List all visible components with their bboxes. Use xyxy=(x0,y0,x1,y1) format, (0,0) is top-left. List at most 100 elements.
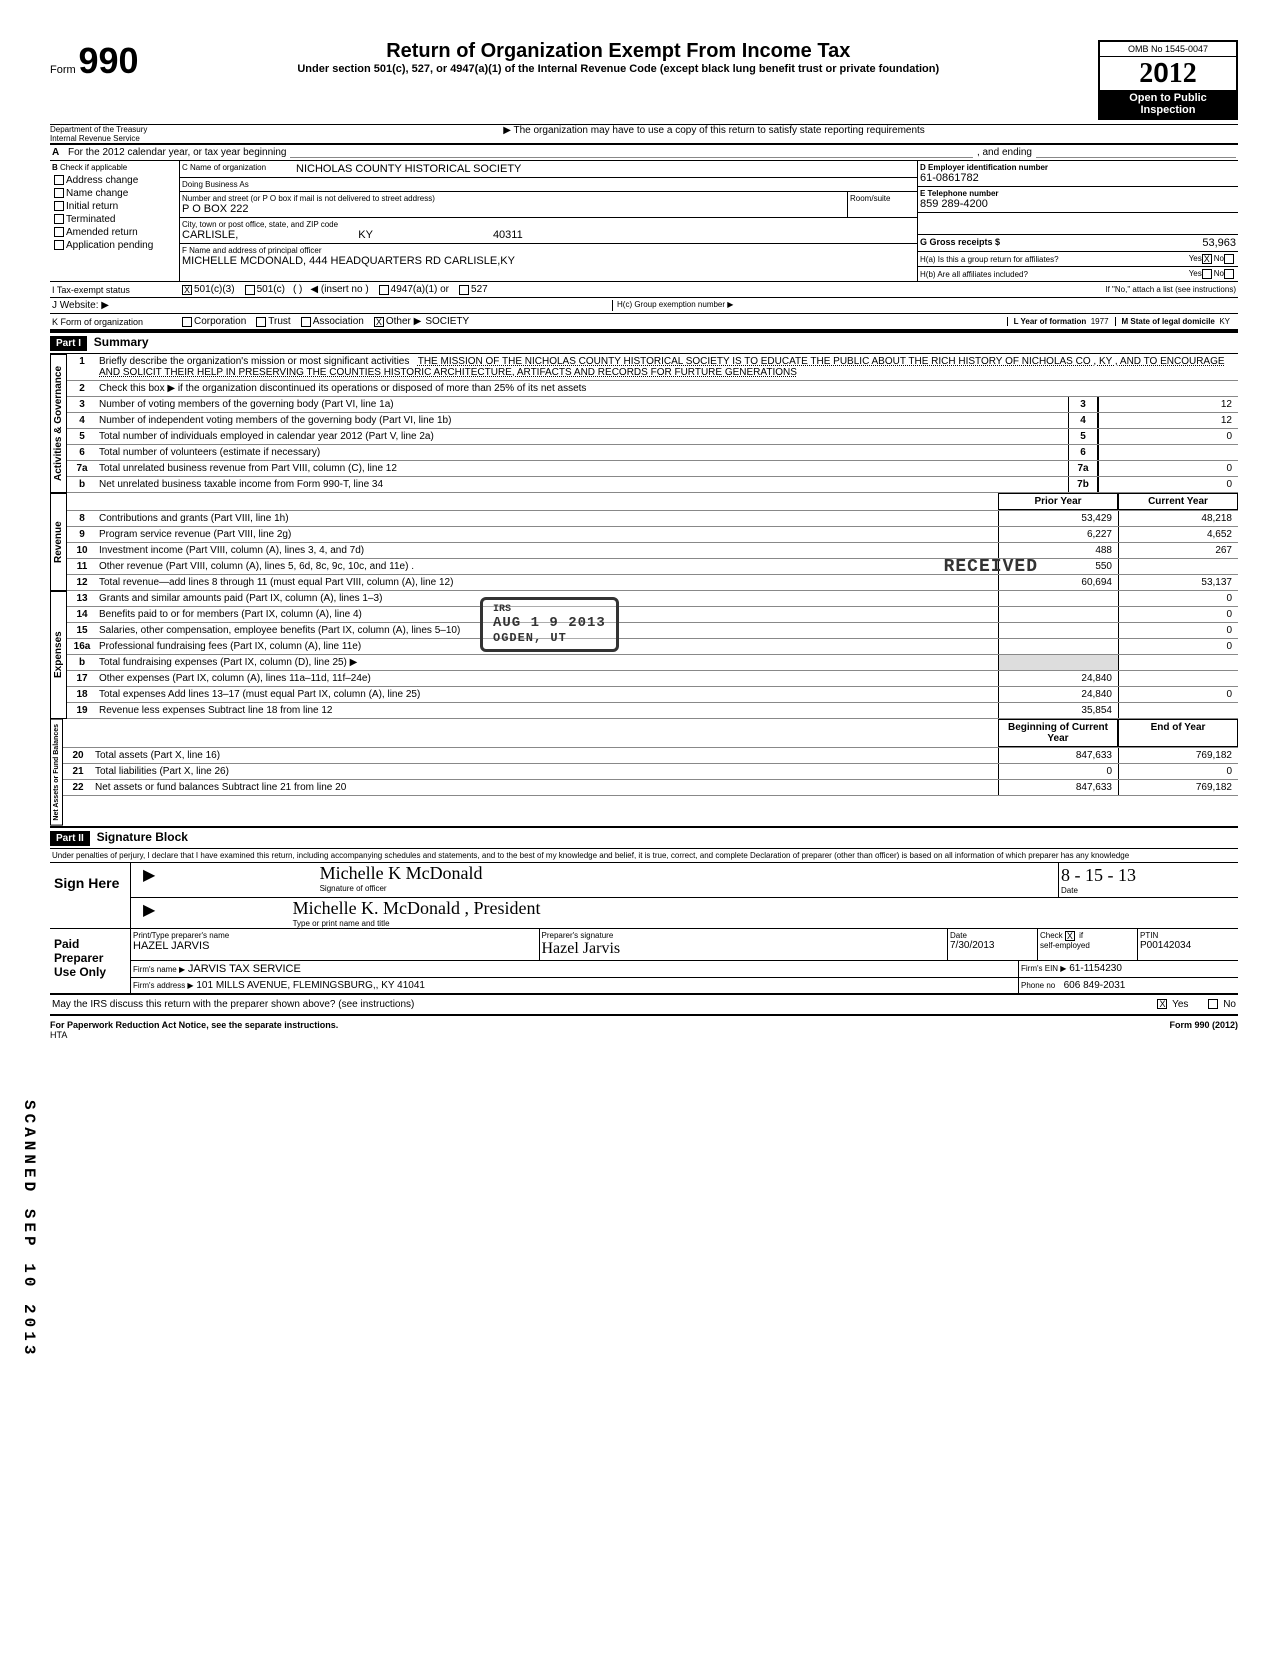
line-20: Total assets (Part X, line 16) xyxy=(93,748,998,763)
check-corp[interactable] xyxy=(182,317,192,327)
line-19-current xyxy=(1118,703,1238,718)
footer-hta: HTA xyxy=(50,1030,67,1040)
expenses-section: Expenses 13Grants and similar amounts pa… xyxy=(50,591,1238,719)
net-assets-section: Net Assets or Fund Balances Beginning of… xyxy=(50,719,1238,826)
line-18-prior: 24,840 xyxy=(998,687,1118,702)
line-19: Revenue less expenses Subtract line 18 f… xyxy=(97,703,998,718)
k-label: K Form of organization xyxy=(52,317,182,327)
discuss-text: May the IRS discuss this return with the… xyxy=(52,999,1157,1010)
k-other-value: SOCIETY xyxy=(425,316,469,327)
received-stamp: RECEIVED xyxy=(944,557,1038,577)
paid-preparer-block: Paid Preparer Use Only Print/Type prepar… xyxy=(50,929,1238,995)
line-10-prior: 488 xyxy=(998,543,1118,558)
discuss-no[interactable]: No xyxy=(1208,999,1236,1010)
line-4-val: 12 xyxy=(1098,413,1238,428)
line-13-prior xyxy=(998,591,1118,606)
ha-yes[interactable]: YesX xyxy=(1189,254,1214,264)
line-16a-current: 0 xyxy=(1118,639,1238,654)
hb-yes[interactable]: Yes xyxy=(1189,269,1214,279)
line-10-current: 267 xyxy=(1118,543,1238,558)
revenue-section: Revenue Prior YearCurrent Year 8Contribu… xyxy=(50,493,1238,591)
prep-date-label: Date xyxy=(950,931,1035,940)
check-527[interactable] xyxy=(459,285,469,295)
sig-label: Signature of officer xyxy=(320,884,1058,893)
ha-no[interactable]: No xyxy=(1214,254,1236,264)
c-name-label: C Name of organization xyxy=(182,163,266,175)
check-501c[interactable] xyxy=(245,285,255,295)
check-trust[interactable] xyxy=(256,317,266,327)
line-8-current: 48,218 xyxy=(1118,511,1238,526)
g-label: G Gross receipts $ xyxy=(920,237,1000,249)
paid-label: Paid Preparer Use Only xyxy=(50,929,130,993)
part-2-header: Part II Signature Block xyxy=(50,826,1238,849)
sign-here-label: Sign Here xyxy=(50,863,130,928)
footer-left: For Paperwork Reduction Act Notice, see … xyxy=(50,1020,338,1030)
row-klm: K Form of organization Corporation Trust… xyxy=(50,314,1238,331)
line-b: Total fundraising expenses (Part IX, col… xyxy=(97,655,998,670)
f-label: F Name and address of principal officer xyxy=(182,246,915,255)
form-number: 990 xyxy=(78,40,138,81)
check-amended[interactable]: Amended return xyxy=(50,226,179,239)
line-21-beg: 0 xyxy=(998,764,1118,779)
line-22-beg: 847,633 xyxy=(998,780,1118,795)
line-3-val: 12 xyxy=(1098,397,1238,412)
check-initial-return[interactable]: Initial return xyxy=(50,200,179,213)
check-501c3[interactable]: X xyxy=(182,285,192,295)
line-8-prior: 53,429 xyxy=(998,511,1118,526)
governance-section: Activities & Governance 1Briefly describ… xyxy=(50,354,1238,493)
check-application-pending[interactable]: Application pending xyxy=(50,239,179,252)
zip-value: 40311 xyxy=(493,229,523,241)
year-formation: 1977 xyxy=(1091,317,1109,326)
officer-signature: Michelle K McDonald xyxy=(320,863,1058,884)
preparer-name: HAZEL JARVIS xyxy=(133,940,537,952)
line-5: Total number of individuals employed in … xyxy=(97,429,1068,444)
exp-vlabel: Expenses xyxy=(50,591,67,719)
rev-vlabel: Revenue xyxy=(50,493,67,591)
footer-right: Form 990 (2012) xyxy=(1169,1020,1238,1040)
self-employed-check[interactable]: Check X ifself-employed xyxy=(1038,929,1138,960)
dept-treasury: Department of the Treasury Internal Reve… xyxy=(50,125,190,143)
line-15-current: 0 xyxy=(1118,623,1238,638)
line-8: Contributions and grants (Part VIII, lin… xyxy=(97,511,998,526)
street-label: Number and street (or P O box if mail is… xyxy=(182,194,845,203)
check-other[interactable]: X xyxy=(374,317,384,327)
tax-year: 2012 xyxy=(1100,57,1236,90)
discuss-yes[interactable]: X Yes xyxy=(1157,999,1188,1010)
state-reporting-note: ▶ The organization may have to use a cop… xyxy=(190,125,1238,143)
h-a-label: H(a) Is this a group return for affiliat… xyxy=(920,255,1189,264)
row-a: A For the 2012 calendar year, or tax yea… xyxy=(50,145,1238,161)
state-value: KY xyxy=(358,229,373,241)
line-b-prior xyxy=(998,655,1118,670)
j-label: J Website: ▶ xyxy=(52,300,612,311)
line-2: Check this box ▶ if the organization dis… xyxy=(97,381,1238,396)
line-17: Other expenses (Part IX, column (A), lin… xyxy=(97,671,998,686)
form-number-block: Form 990 xyxy=(50,40,139,82)
preparer-date: 7/30/2013 xyxy=(950,940,1035,951)
line-17-prior: 24,840 xyxy=(998,671,1118,686)
col-b: B Check if applicable Address change Nam… xyxy=(50,161,180,281)
check-name-change[interactable]: Name change xyxy=(50,187,179,200)
hb-no[interactable]: No xyxy=(1214,269,1236,279)
check-4947[interactable] xyxy=(379,285,389,295)
line-11: Other revenue (Part VIII, column (A), li… xyxy=(97,559,998,574)
firm-name: JARVIS TAX SERVICE xyxy=(188,963,301,975)
part-2-title: Signature Block xyxy=(93,830,188,844)
line-7a-val: 0 xyxy=(1098,461,1238,476)
line-20-beg: 847,633 xyxy=(998,748,1118,763)
check-assoc[interactable] xyxy=(301,317,311,327)
check-address-change[interactable]: Address change xyxy=(50,174,179,187)
phone-value: 859 289-4200 xyxy=(920,198,1236,210)
date-label: Date xyxy=(1061,886,1236,895)
main-title: Return of Organization Exempt From Incom… xyxy=(159,40,1078,63)
title-block: Return of Organization Exempt From Incom… xyxy=(159,40,1078,75)
line-20-end: 769,182 xyxy=(1118,748,1238,763)
room-label: Room/suite xyxy=(847,192,917,217)
city-value: CARLISLE, xyxy=(182,229,238,241)
h-note: If "No," attach a list (see instructions… xyxy=(1105,285,1236,294)
line-18: Total expenses Add lines 13–17 (must equ… xyxy=(97,687,998,702)
check-terminated[interactable]: Terminated xyxy=(50,213,179,226)
col-c: C Name of organization NICHOLAS COUNTY H… xyxy=(180,161,918,281)
prior-year-header: Prior Year xyxy=(998,493,1118,510)
line-13-current: 0 xyxy=(1118,591,1238,606)
line-7a: Total unrelated business revenue from Pa… xyxy=(97,461,1068,476)
